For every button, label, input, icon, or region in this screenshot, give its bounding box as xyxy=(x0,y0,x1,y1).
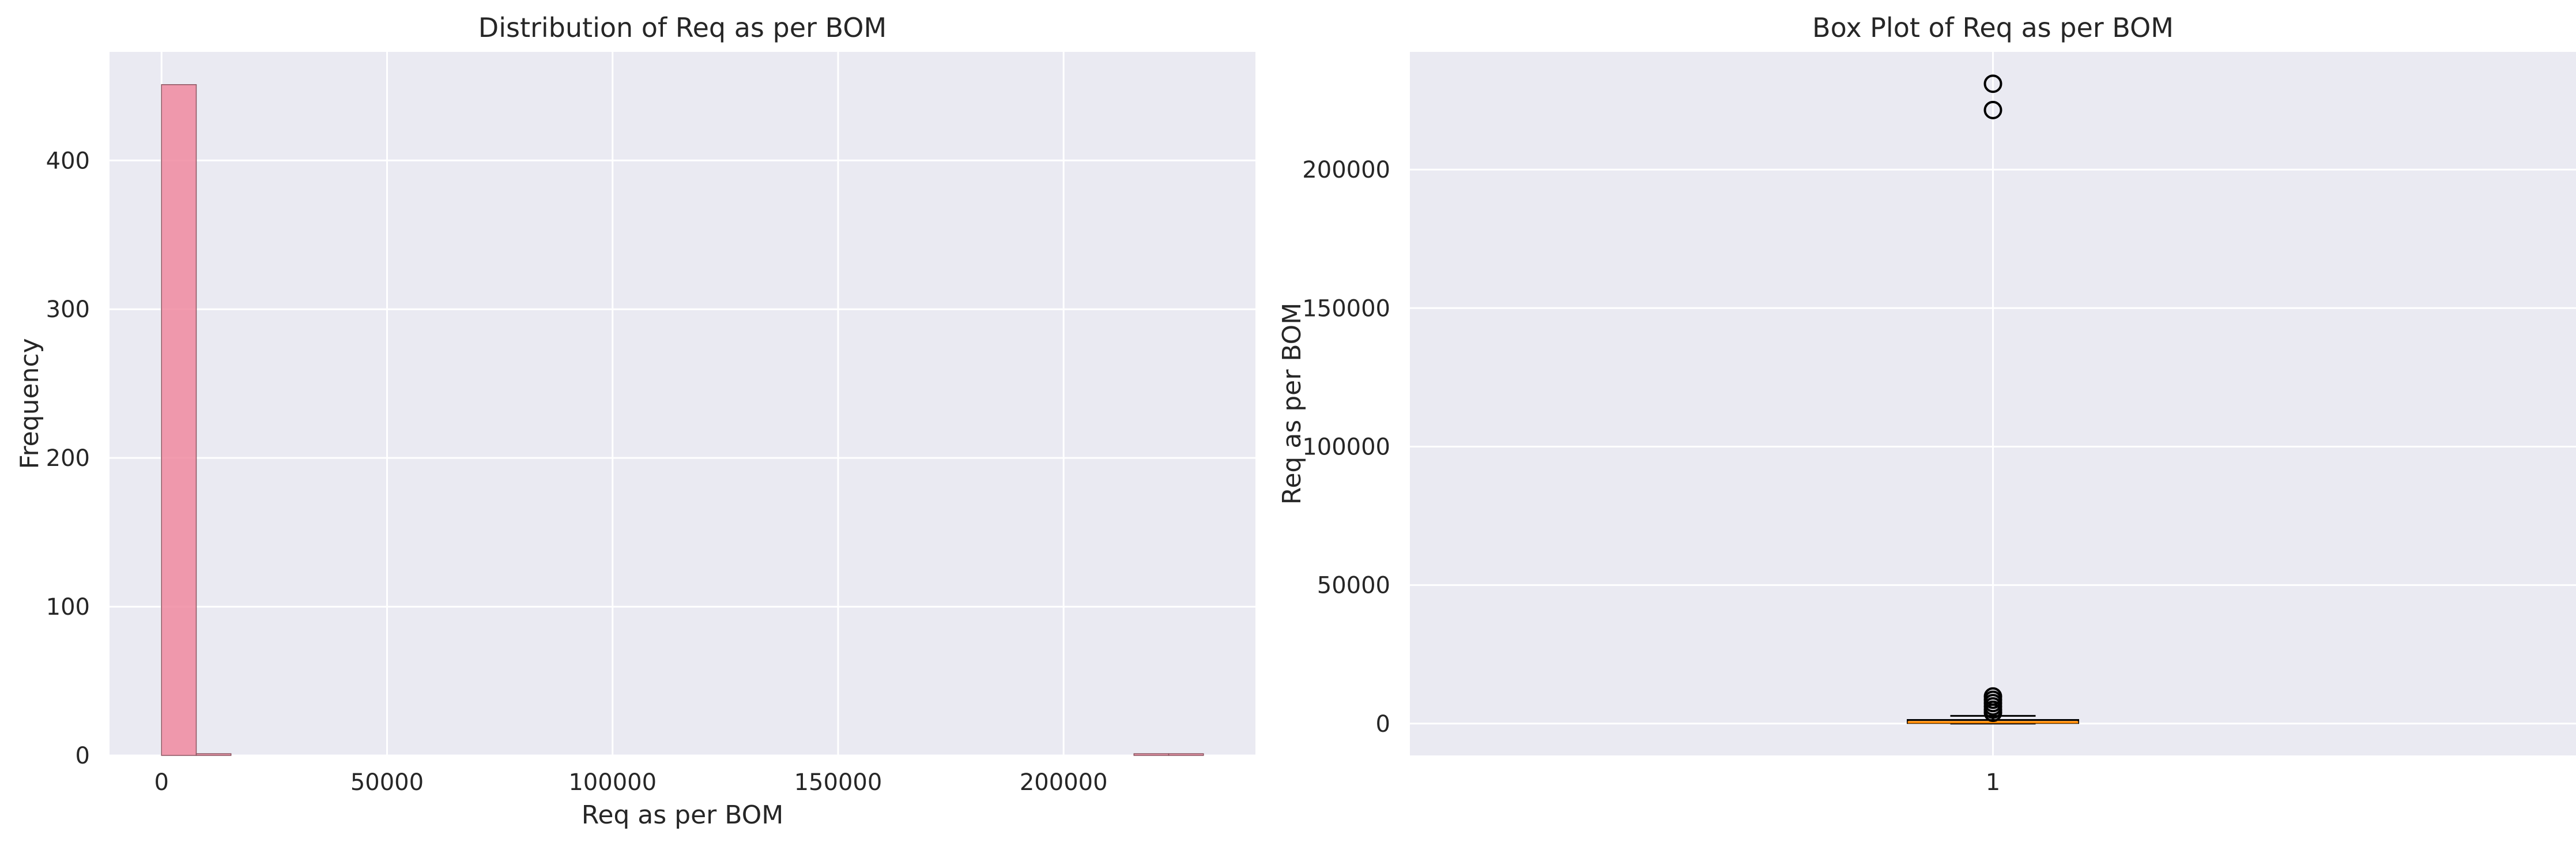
histogram-tick-labels: 0 50000 100000 150000 200000 0 100 200 300 400 xyxy=(46,148,1108,796)
boxplot-y-axis-label: Req as per BOM xyxy=(1277,303,1307,505)
histogram-y-axis-label: Frequency xyxy=(15,338,44,469)
histogram-bar xyxy=(1133,753,1170,756)
histogram-y-tick-label: 300 xyxy=(46,296,90,323)
boxplot-y-tick-label: 100000 xyxy=(1302,434,1390,460)
histogram-bar xyxy=(1168,753,1204,756)
histogram-x-tick-label: 200000 xyxy=(1020,769,1108,796)
histogram-bars xyxy=(161,84,1204,756)
histogram-y-tick-label: 200 xyxy=(46,445,90,472)
boxplot-tick-labels: 0 50000 100000 150000 200000 1 xyxy=(1302,157,2000,796)
boxplot-y-tick-label: 50000 xyxy=(1317,573,1390,599)
boxplot-panel: 0 50000 100000 150000 200000 1 Box Plot of Re… xyxy=(1277,12,2576,796)
boxplot-x-tick-label: 1 xyxy=(1986,769,2000,796)
histogram-title: Distribution of Req as per BOM xyxy=(478,12,887,43)
histogram-plot-area xyxy=(110,52,1255,755)
histogram-gridlines xyxy=(110,52,1255,757)
histogram-x-tick-label: 0 xyxy=(154,769,168,796)
boxplot-y-tick-label: 150000 xyxy=(1302,295,1390,322)
histogram-y-tick-label: 400 xyxy=(46,148,90,174)
histogram-x-tick-label: 50000 xyxy=(350,769,424,796)
boxplot-y-tick-label: 200000 xyxy=(1302,157,1390,183)
boxplot-outlier-point xyxy=(1983,100,2002,119)
boxplot-marks xyxy=(1907,74,2079,725)
histogram-x-tick-label: 150000 xyxy=(794,769,882,796)
histogram-y-tick-label: 0 xyxy=(76,743,90,769)
boxplot-outlier-point xyxy=(1983,74,2002,93)
histogram-bar xyxy=(161,84,197,756)
boxplot-gridlines xyxy=(1410,52,2576,755)
boxplot-outlier-point xyxy=(1983,704,2002,723)
boxplot-y-tick-label: 0 xyxy=(1376,711,1390,738)
histogram-x-tick-label: 100000 xyxy=(568,769,657,796)
histogram-y-tick-label: 100 xyxy=(46,594,90,620)
histogram-bar xyxy=(195,753,232,756)
boxplot-title: Box Plot of Req as per BOM xyxy=(1812,12,2174,43)
histogram-x-axis-label: Req as per BOM xyxy=(582,800,784,830)
histogram-panel: 0 50000 100000 150000 200000 0 100 200 300 400 Di… xyxy=(15,12,1255,830)
